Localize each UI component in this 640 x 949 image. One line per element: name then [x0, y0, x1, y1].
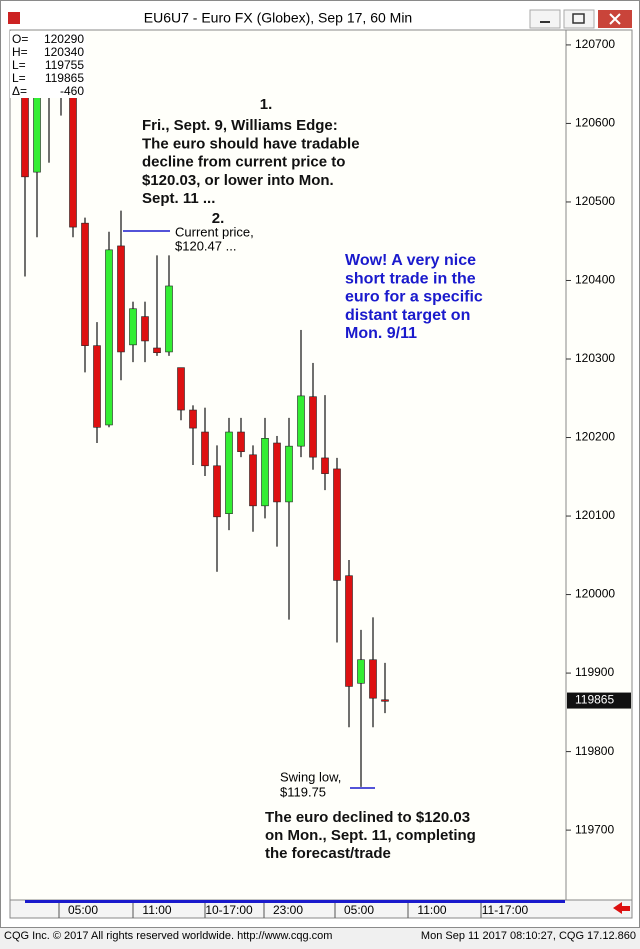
window-title: EU6U7 - Euro FX (Globex), Sep 17, 60 Min: [144, 10, 412, 26]
up-candle: [297, 395, 305, 447]
result-text: The euro declined to $120.03: [265, 809, 470, 826]
up-candle: [357, 659, 365, 684]
y-tick-label: 119900: [575, 665, 614, 679]
maximize-button[interactable]: [563, 9, 595, 29]
y-tick-label: 120300: [575, 351, 615, 365]
y-tick-label: 120700: [575, 37, 615, 51]
info-value: 119755: [45, 58, 84, 72]
current-price-text: Current price,: [175, 224, 254, 239]
current-price-text: $120.47 ...: [175, 238, 236, 253]
info-box: [10, 31, 86, 98]
info-label: Δ=: [12, 84, 27, 98]
y-tick-label: 119700: [575, 822, 614, 836]
annotation-number: 1.: [260, 96, 273, 113]
up-candle: [105, 249, 113, 426]
minimize-button[interactable]: [529, 9, 561, 29]
info-label: L=: [12, 58, 26, 72]
time-label: 05:00: [344, 903, 374, 917]
up-candle: [129, 308, 137, 346]
down-candle: [117, 245, 125, 353]
down-candle: [369, 659, 377, 699]
footer-right: Mon Sep 11 2017 08:10:27, CQG 17.12.860: [421, 930, 636, 942]
time-label: 11-17:00: [482, 903, 529, 917]
info-value: 119865: [45, 71, 84, 85]
down-candle: [201, 431, 209, 467]
down-candle: [141, 316, 149, 342]
info-label: L=: [12, 71, 26, 85]
footer-left: CQG Inc. © 2017 All rights reserved worl…: [4, 930, 332, 942]
forecast-text: $120.03, or lower into Mon.: [142, 172, 334, 189]
y-tick-label: 120500: [575, 194, 615, 208]
scroll-bar[interactable]: [25, 900, 565, 903]
up-candle: [285, 445, 293, 503]
time-label: 05:00: [68, 903, 98, 917]
down-candle: [81, 222, 89, 346]
y-tick-label: 120100: [575, 508, 615, 522]
forecast-text: The euro should have tradable: [142, 135, 360, 152]
result-text: the forecast/trade: [265, 845, 391, 862]
result-text: on Mon., Sept. 11, completing: [265, 827, 476, 844]
annotation-number: 2.: [212, 210, 225, 227]
close-icon: [609, 13, 621, 25]
y-tick-label: 120600: [575, 116, 615, 130]
last-price-box: [567, 692, 631, 709]
info-label: H=: [12, 45, 28, 59]
down-candle: [213, 465, 221, 518]
time-label: 10-17:00: [205, 903, 253, 917]
y-tick-label: 120200: [575, 430, 615, 444]
down-candle: [273, 442, 281, 503]
down-candle: [309, 396, 317, 458]
y-tick-label: 120000: [575, 587, 615, 601]
down-candle: [177, 367, 185, 411]
up-candle: [33, 91, 41, 173]
up-candle: [225, 431, 233, 514]
info-value: 120340: [44, 45, 84, 59]
highlight-text: Wow! A very nice: [345, 252, 476, 269]
swing-low-text: Swing low,: [280, 769, 341, 784]
forecast-text: decline from current price to: [142, 154, 345, 171]
highlight-text: Mon. 9/11: [345, 325, 417, 342]
app-icon: [8, 12, 20, 24]
info-value: 120290: [44, 32, 84, 46]
highlight-text: short trade in the: [345, 270, 476, 287]
swing-low-text: $119.75: [280, 784, 326, 799]
y-tick-label: 119800: [575, 744, 614, 758]
info-label: O=: [12, 32, 28, 46]
down-candle: [321, 457, 329, 474]
up-candle: [261, 438, 269, 507]
time-label: 11:00: [417, 903, 446, 917]
last-price-label: 119865: [575, 693, 614, 707]
down-candle: [381, 699, 389, 702]
time-label: 11:00: [142, 903, 171, 917]
up-candle: [165, 285, 173, 353]
forecast-text: Fri., Sept. 9, Williams Edge:: [142, 117, 338, 134]
down-candle: [21, 91, 29, 178]
time-label: 23:00: [273, 903, 303, 917]
down-candle: [249, 454, 257, 507]
candles: [21, 44, 389, 787]
down-candle: [93, 345, 101, 428]
y-tick-label: 120400: [575, 273, 615, 287]
maximize-icon: [572, 13, 585, 24]
down-candle: [189, 409, 197, 429]
scroll-arrow[interactable]: [613, 902, 630, 914]
highlight-text: euro for a specific: [345, 289, 483, 306]
price-axis: [565, 29, 633, 901]
info-value: -460: [60, 84, 84, 98]
down-candle: [237, 431, 245, 452]
down-candle: [345, 575, 353, 687]
down-candle: [153, 347, 161, 354]
down-candle: [333, 468, 341, 581]
highlight-text: distant target on: [345, 307, 470, 324]
down-candle: [69, 91, 77, 228]
forecast-text: Sept. 11 ...: [142, 190, 215, 207]
